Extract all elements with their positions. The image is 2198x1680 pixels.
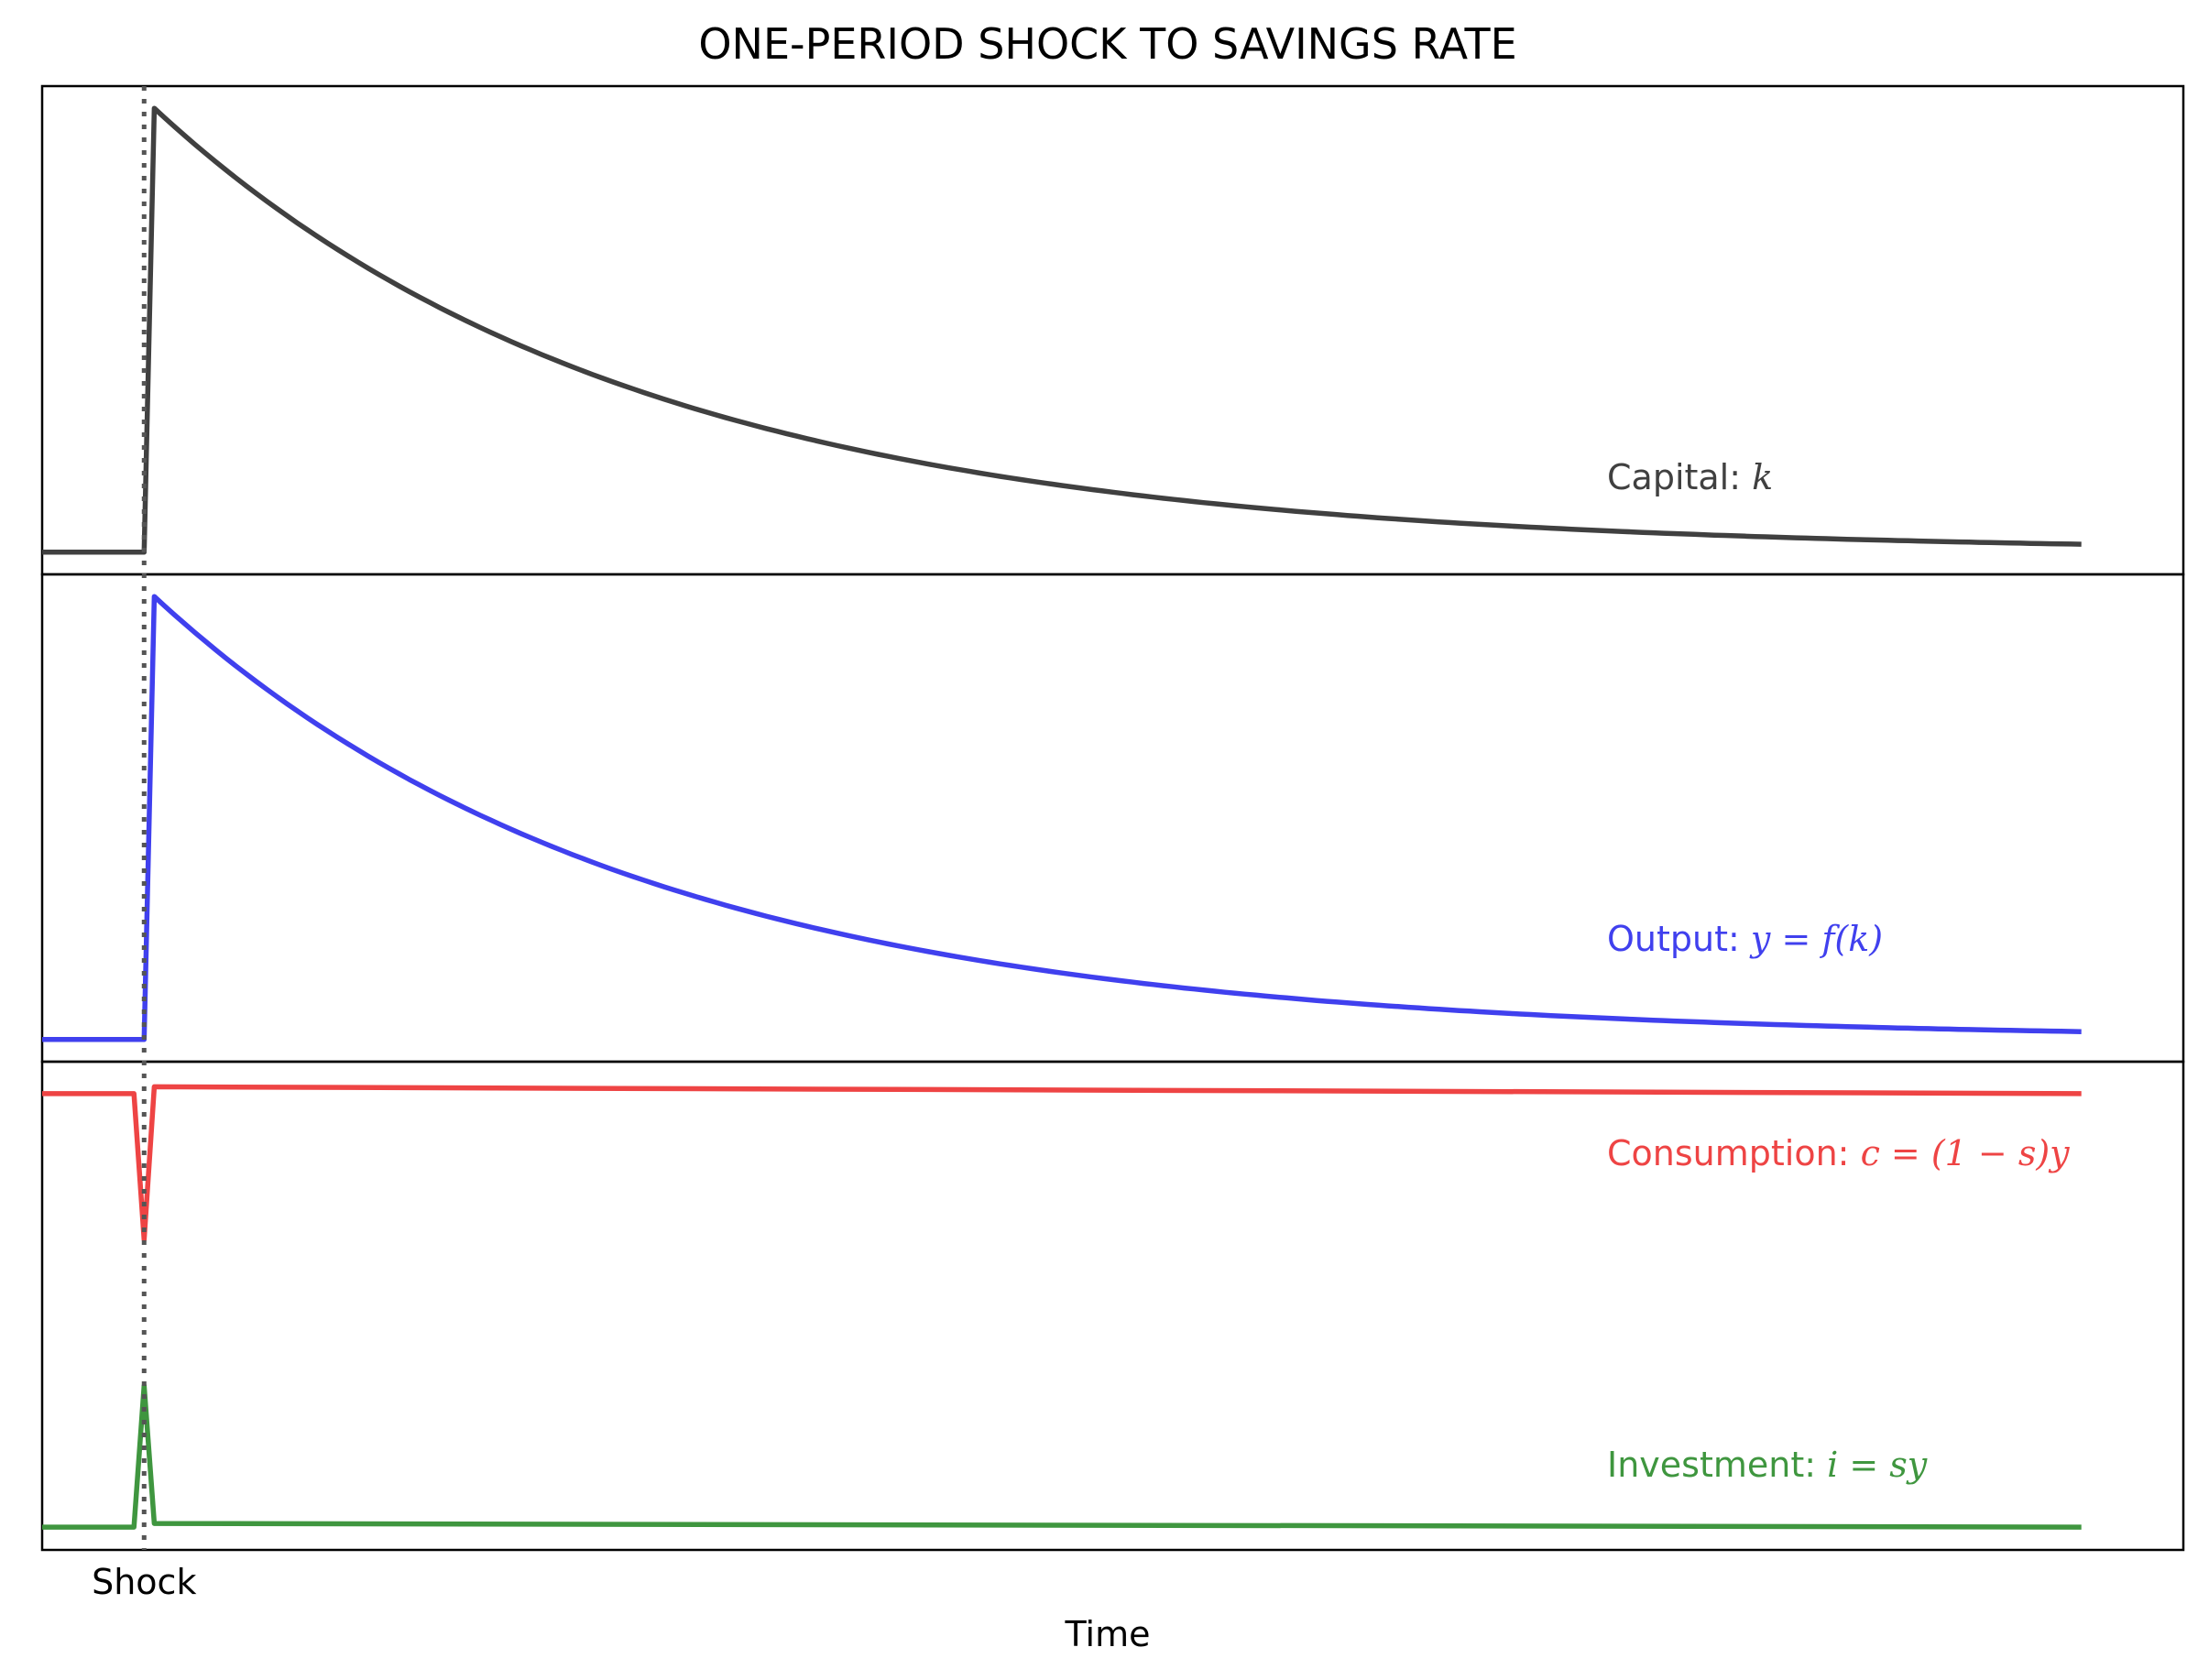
- series-label-output: Output: y = f(k): [1607, 919, 1883, 959]
- x-axis-label: Time: [1065, 1614, 1151, 1654]
- series-label-math-capital: k: [1752, 457, 1773, 497]
- series-line-consumption: [42, 1084, 2082, 1243]
- series-label-math-investment: i = sy: [1827, 1445, 1928, 1485]
- panel-output: Output: y = f(k): [40, 573, 2185, 1064]
- chart-title: ONE-PERIOD SHOCK TO SAVINGS RATE: [698, 19, 1516, 69]
- series-label-text-output: Output:: [1607, 919, 1751, 959]
- series-label-math-output: y = f(k): [1749, 919, 1883, 959]
- series-label-capital: Capital: k: [1607, 457, 1773, 497]
- series-line-capital: [42, 105, 2082, 555]
- series-label-investment: Investment: i = sy: [1607, 1445, 1928, 1485]
- series-label-math-consumption: c = (1 − s)y: [1861, 1133, 2071, 1173]
- panel-frame-consumption-investment: [40, 1060, 2185, 1552]
- series-label-text-consumption: Consumption:: [1607, 1133, 1861, 1173]
- x-tick-label-shock: Shock: [92, 1562, 196, 1602]
- series-label-text-investment: Investment:: [1607, 1445, 1827, 1485]
- series-label-text-capital: Capital:: [1607, 457, 1752, 497]
- panels: Capital: k Output: y = f(k) Consumption: c…: [40, 84, 2185, 1552]
- series-label-consumption: Consumption: c = (1 − s)y: [1607, 1133, 2070, 1173]
- series-line-output: [42, 594, 2082, 1042]
